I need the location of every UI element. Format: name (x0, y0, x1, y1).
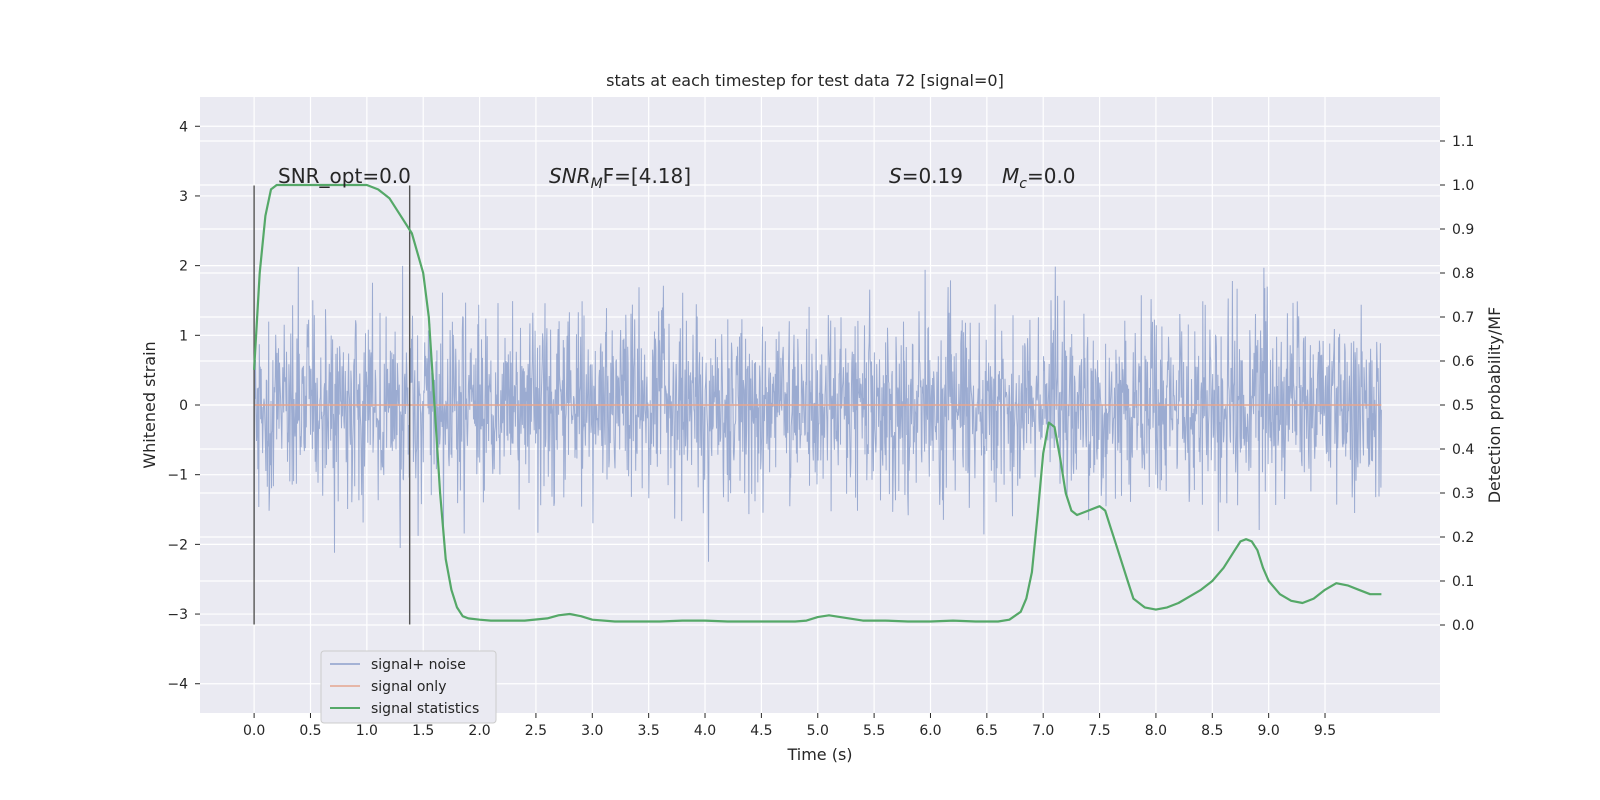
y-right-tick-label: 0.0 (1452, 618, 1474, 634)
snr-mf-prefix: SNR (549, 164, 591, 188)
x-tick-label: 7.0 (1032, 723, 1054, 739)
y-right-tick-label: 0.8 (1452, 266, 1474, 282)
y-left-tick-label: −4 (167, 677, 188, 693)
x-tick-label: 3.0 (581, 723, 603, 739)
x-tick-label: 8.5 (1201, 723, 1223, 739)
y-left-tick-label: 1 (179, 328, 188, 344)
x-tick-label: 9.0 (1258, 723, 1280, 739)
noise-series (253, 265, 1382, 578)
s-variable: S (889, 164, 902, 188)
legend-label-noise: signal+ noise (371, 657, 466, 673)
x-axis-label: Time (s) (786, 745, 852, 764)
y-right-tick-label: 0.4 (1452, 442, 1474, 458)
y-left-axis-label: Whitened strain (140, 341, 159, 468)
y-right-axis-ticks: 0.0 0.1 0.2 0.3 0.4 0.5 0.6 0.7 0.8 0.9 1.0 1.1 (1440, 134, 1474, 634)
x-tick-label: 0.0 (243, 723, 265, 739)
y-left-tick-label: 2 (179, 259, 188, 275)
s-value: =0.19 (902, 164, 963, 188)
y-left-tick-label: −2 (167, 537, 188, 553)
y-right-tick-label: 0.5 (1452, 398, 1474, 414)
y-left-tick-label: 4 (179, 119, 188, 135)
x-tick-label: 2.0 (468, 723, 490, 739)
y-right-tick-label: 1.0 (1452, 178, 1474, 194)
y-right-axis-label: Detection probability/MF (1485, 307, 1504, 504)
y-right-tick-label: 0.9 (1452, 222, 1474, 238)
noise-trace (253, 265, 1382, 578)
x-tick-label: 5.0 (807, 723, 829, 739)
x-tick-label: 3.5 (638, 723, 660, 739)
x-tick-label: 5.5 (863, 723, 885, 739)
y-right-tick-label: 0.2 (1452, 530, 1474, 546)
x-tick-label: 6.5 (976, 723, 998, 739)
signal-statistics-line (253, 183, 1382, 623)
mc-subscript: c (1019, 176, 1027, 192)
x-tick-label: 2.5 (525, 723, 547, 739)
y-left-tick-label: 0 (179, 398, 188, 414)
x-axis-ticks: 0.0 0.5 1.0 1.5 2.0 2.5 3.0 3.5 4.0 4.5 5.0 5.5 6.0 6… (243, 713, 1336, 739)
y-left-tick-label: −1 (167, 468, 188, 484)
y-left-tick-label: 3 (179, 189, 188, 205)
legend-label-statistics: signal statistics (371, 701, 479, 717)
chart-title: stats at each timestep for test data 72 … (606, 71, 1004, 90)
x-tick-label: 8.0 (1145, 723, 1167, 739)
snr-mf-subscript: M (591, 176, 603, 192)
mc-value: =0.0 (1027, 164, 1076, 188)
legend: signal+ noise signal only signal statist… (320, 650, 497, 724)
x-tick-label: 4.5 (750, 723, 772, 739)
annotation-snr-opt: SNR_opt=0.0 (278, 164, 411, 188)
y-left-tick-label: −3 (167, 607, 188, 623)
x-tick-label: 1.5 (412, 723, 434, 739)
x-tick-label: 4.0 (694, 723, 716, 739)
x-tick-label: 7.5 (1088, 723, 1110, 739)
x-tick-label: 6.0 (919, 723, 941, 739)
legend-label-signal-only: signal only (371, 679, 446, 695)
x-tick-label: 9.5 (1314, 723, 1336, 739)
y-right-tick-label: 0.1 (1452, 574, 1474, 590)
annotation-mc: Mc=0.0 (1002, 164, 1076, 192)
y-left-axis-ticks: −4 −3 −2 −1 0 1 2 3 4 (167, 119, 200, 693)
mc-variable: M (1002, 164, 1019, 188)
annotation-snr-mf: SNRMF=[4.18] (549, 164, 691, 192)
annotation-s: S=0.19 (889, 164, 963, 188)
vertical-markers (253, 185, 411, 625)
y-right-tick-label: 0.3 (1452, 486, 1474, 502)
snr-mf-value: F=[4.18] (603, 164, 691, 188)
y-right-tick-label: 0.7 (1452, 310, 1474, 326)
legend-box (320, 650, 497, 724)
x-tick-label: 0.5 (299, 723, 321, 739)
x-tick-label: 1.0 (356, 723, 378, 739)
y-right-tick-label: 1.1 (1452, 134, 1474, 150)
y-right-tick-label: 0.6 (1452, 354, 1474, 370)
